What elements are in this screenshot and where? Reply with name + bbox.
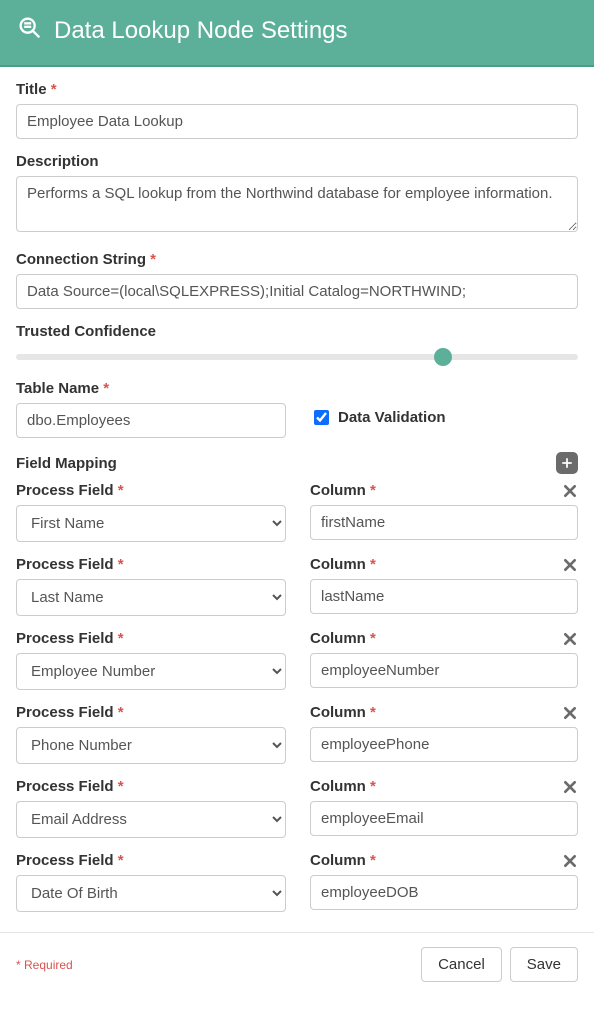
search-doc-icon <box>16 14 44 47</box>
description-input[interactable]: Performs a SQL lookup from the Northwind… <box>16 176 578 232</box>
column-label: Column * <box>310 778 376 795</box>
process-field-label: Process Field * <box>16 630 286 647</box>
process-field-select[interactable]: First NameLast NameEmployee NumberPhone … <box>16 505 286 542</box>
mapping-row: Process Field * First NameLast NameEmploy… <box>16 704 578 764</box>
table-name-input[interactable] <box>16 403 286 438</box>
process-field-select[interactable]: First NameLast NameEmployee NumberPhone … <box>16 875 286 912</box>
required-note: * Required <box>16 958 73 972</box>
process-field-label: Process Field * <box>16 482 286 499</box>
process-field-label: Process Field * <box>16 852 286 869</box>
column-label: Column * <box>310 704 376 721</box>
column-label: Column * <box>310 630 376 647</box>
process-field-select[interactable]: First NameLast NameEmployee NumberPhone … <box>16 579 286 616</box>
column-label: Column * <box>310 482 376 499</box>
remove-mapping-icon[interactable] <box>562 705 578 721</box>
process-field-label: Process Field * <box>16 556 286 573</box>
add-mapping-button[interactable] <box>556 452 578 474</box>
process-field-label: Process Field * <box>16 704 286 721</box>
remove-mapping-icon[interactable] <box>562 483 578 499</box>
column-input[interactable] <box>310 727 578 762</box>
remove-mapping-icon[interactable] <box>562 557 578 573</box>
mapping-row: Process Field * First NameLast NameEmploy… <box>16 630 578 690</box>
process-field-select[interactable]: First NameLast NameEmployee NumberPhone … <box>16 801 286 838</box>
trusted-confidence-label: Trusted Confidence <box>16 323 578 340</box>
column-input[interactable] <box>310 801 578 836</box>
remove-mapping-icon[interactable] <box>562 853 578 869</box>
remove-mapping-icon[interactable] <box>562 779 578 795</box>
column-label: Column * <box>310 852 376 869</box>
mapping-row: Process Field * First NameLast NameEmploy… <box>16 778 578 838</box>
column-input[interactable] <box>310 505 578 540</box>
description-label: Description <box>16 153 578 170</box>
mapping-row: Process Field * First NameLast NameEmploy… <box>16 482 578 542</box>
mapping-row: Process Field * First NameLast NameEmploy… <box>16 556 578 616</box>
remove-mapping-icon[interactable] <box>562 631 578 647</box>
process-field-label: Process Field * <box>16 778 286 795</box>
cancel-button[interactable]: Cancel <box>421 947 502 982</box>
title-label: Title * <box>16 81 578 98</box>
data-validation-checkbox[interactable]: Data Validation <box>310 407 578 438</box>
mapping-row: Process Field * First NameLast NameEmploy… <box>16 852 578 912</box>
field-mapping-label: Field Mapping <box>16 455 117 472</box>
column-input[interactable] <box>310 875 578 910</box>
column-input[interactable] <box>310 653 578 688</box>
connection-string-label: Connection String * <box>16 251 578 268</box>
process-field-select[interactable]: First NameLast NameEmployee NumberPhone … <box>16 727 286 764</box>
process-field-select[interactable]: First NameLast NameEmployee NumberPhone … <box>16 653 286 690</box>
column-input[interactable] <box>310 579 578 614</box>
dialog-header: Data Lookup Node Settings <box>0 0 594 67</box>
connection-string-input[interactable] <box>16 274 578 309</box>
trusted-confidence-slider[interactable] <box>16 346 578 366</box>
column-label: Column * <box>310 556 376 573</box>
save-button[interactable]: Save <box>510 947 578 982</box>
title-input[interactable] <box>16 104 578 139</box>
dialog-title: Data Lookup Node Settings <box>54 17 348 45</box>
table-name-label: Table Name * <box>16 380 286 397</box>
